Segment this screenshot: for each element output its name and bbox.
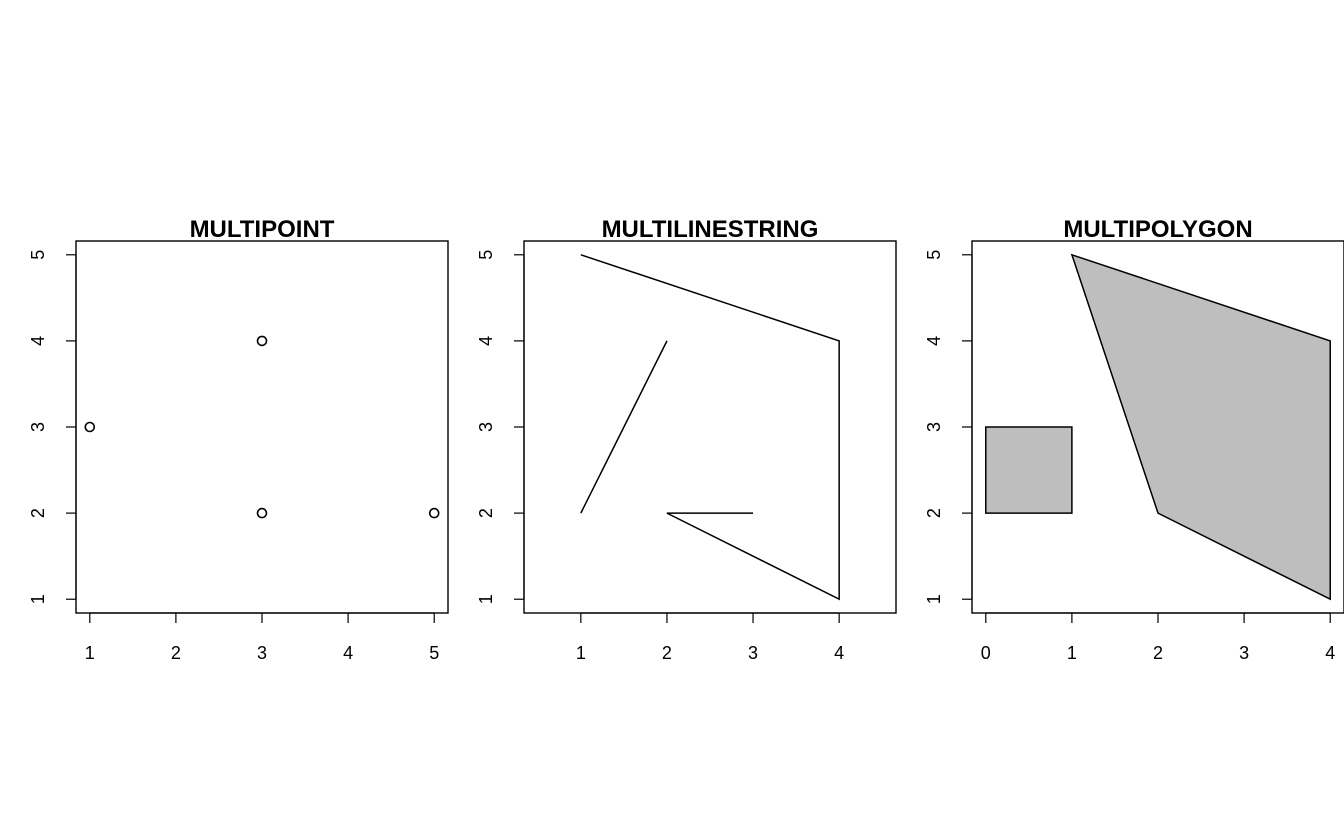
multipoint-point-3	[428, 507, 440, 519]
multipolygon-x-tick-label: 2	[1153, 643, 1163, 663]
multilinestring-plot-frame	[523, 240, 897, 614]
multipolygon-panel: 0 1 2 3 4 1 2 3 4 5 MULTIPOLYGON	[924, 216, 1344, 663]
multipoint-x-tick-label: 2	[171, 643, 181, 663]
multilinestring-panel: 1 2 3 4 1 2 3 4 5 MULTILINESTRING	[476, 216, 897, 663]
multipolygon-x-tick-label: 0	[981, 643, 991, 663]
multipoint-x-tick-label: 5	[429, 643, 439, 663]
multipoint-y-tick-label: 1	[28, 594, 48, 604]
multipoint-point-0	[84, 421, 96, 433]
multipoint-y-tick-label: 3	[28, 422, 48, 432]
multilinestring-y-tick-label: 1	[476, 594, 496, 604]
multipolygon-y-tick-label: 2	[924, 508, 944, 518]
multipolygon-polygon-1	[985, 426, 1073, 514]
multilinestring-x-tick-label: 3	[748, 643, 758, 663]
multilinestring-y-tick-label: 3	[476, 422, 496, 432]
multipoint-point-2	[256, 507, 268, 519]
multipoint-title: MULTIPOINT	[190, 216, 335, 243]
multilinestring-line-1	[580, 340, 668, 514]
multilinestring-y-tick-label: 2	[476, 508, 496, 518]
multipoint-y-tick-label: 4	[28, 336, 48, 346]
multilinestring-y-tick-label: 4	[476, 336, 496, 346]
multipoint-y-tick-label: 5	[28, 250, 48, 260]
multipoint-y-tick-label: 2	[28, 508, 48, 518]
multipolygon-title: MULTIPOLYGON	[1063, 216, 1252, 243]
multipolygon-y-tick-label: 1	[924, 594, 944, 604]
multipoint-point-1	[256, 335, 268, 347]
multipoint-plot-frame	[75, 240, 449, 614]
multilinestring-x-tick-label: 4	[834, 643, 844, 663]
multipolygon-y-tick-label: 5	[924, 250, 944, 260]
multipoint-x-tick-label: 4	[343, 643, 353, 663]
multipolygon-x-tick-label: 3	[1239, 643, 1249, 663]
multilinestring-title: MULTILINESTRING	[602, 216, 819, 243]
multipoint-panel: 1 2 3 4 5 1 2 3 4 5 MULTIPOINT	[28, 216, 449, 663]
multilinestring-x-tick-label: 1	[576, 643, 586, 663]
multipolygon-y-tick-label: 3	[924, 422, 944, 432]
multipoint-x-tick-label: 1	[85, 643, 95, 663]
multilinestring-line-0	[580, 254, 840, 601]
multipolygon-polygon-0	[1070, 253, 1331, 601]
multipolygon-x-tick-label: 1	[1067, 643, 1077, 663]
multilinestring-y-tick-label: 5	[476, 250, 496, 260]
multipolygon-x-tick-label: 4	[1325, 643, 1335, 663]
multipolygon-y-tick-label: 4	[924, 336, 944, 346]
multilinestring-x-tick-label: 2	[662, 643, 672, 663]
multipoint-x-tick-label: 3	[257, 643, 267, 663]
